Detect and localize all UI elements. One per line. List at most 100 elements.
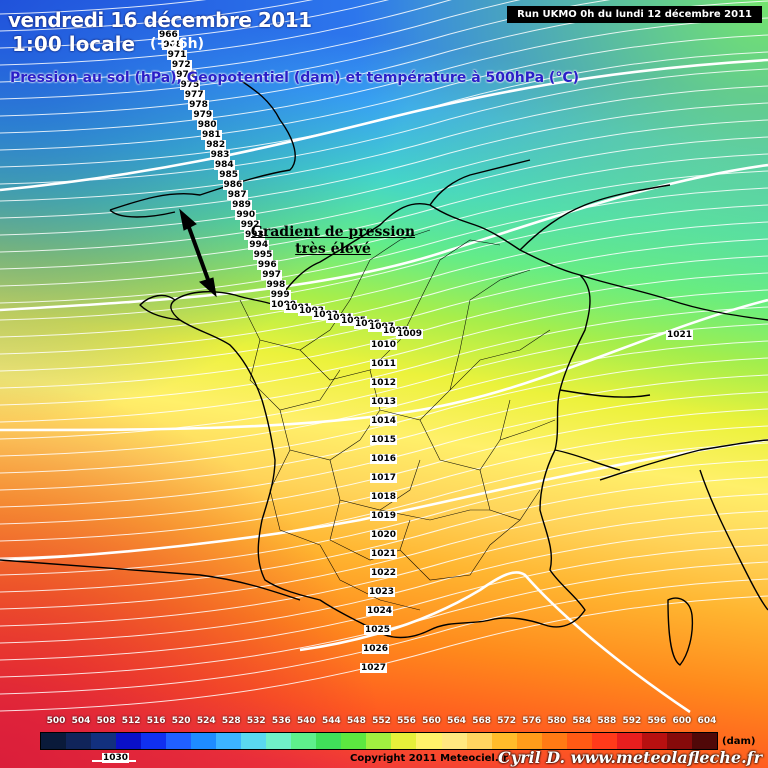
- isobar-label: 1022: [370, 568, 398, 578]
- legend-swatch: [516, 733, 542, 749]
- isobar-label: 1008: [382, 325, 410, 336]
- legend-swatch: [291, 733, 317, 749]
- legend-tick-label: 508: [96, 716, 116, 726]
- legend-tick-label: 528: [221, 716, 241, 726]
- isobar-label: 989: [231, 200, 252, 210]
- legend-swatch: [91, 733, 117, 749]
- title-date: vendredi 16 décembre 2011: [8, 8, 312, 32]
- isobar-label: 1021: [666, 330, 694, 340]
- isobar-label: 974: [175, 70, 196, 80]
- legend-swatch: [316, 733, 342, 749]
- isobar-label: 1027: [360, 663, 388, 673]
- legend-swatch: [691, 733, 717, 749]
- legend-tick-label: 544: [322, 716, 341, 726]
- run-info: Run UKMO 0h du lundi 12 décembre 2011: [507, 6, 762, 23]
- legend-tick-label: 568: [472, 716, 492, 726]
- isobar-label: 978: [188, 100, 209, 110]
- isobar-label: 1011: [370, 359, 398, 369]
- isobar-label: 1009: [396, 328, 424, 339]
- isobar-label: 983: [209, 150, 231, 160]
- isobar-label: 987: [226, 190, 248, 200]
- isobar-label: 1024: [366, 606, 394, 616]
- legend-tick-label: 532: [246, 716, 266, 726]
- legend-tick-label: 596: [647, 716, 667, 726]
- isobar-label: 1026: [362, 644, 390, 654]
- isobar-label: 999: [269, 290, 291, 300]
- map-subtitle: Pression au sol (hPa), Geopotentiel (dam…: [10, 70, 579, 86]
- isobar-label: 1005: [340, 316, 368, 326]
- legend-unit: (dam): [722, 736, 756, 747]
- legend-tick-label: 564: [447, 716, 466, 726]
- annotation-line1: Gradient de pression: [250, 224, 416, 240]
- legend-tick-labels: 500 504 508 512 516 520 524 528 532 536 540 544 548 5…: [47, 716, 732, 728]
- title-lead-time: (+96h): [150, 36, 204, 52]
- legend-tick-label: 560: [422, 716, 441, 726]
- isobar-label: 1017: [370, 473, 398, 483]
- isobar-label: 968: [162, 40, 184, 50]
- isobar-label: 1001: [284, 303, 312, 314]
- isobar-label: 990: [235, 210, 257, 220]
- isobar-label: 1004: [326, 312, 354, 323]
- legend-swatch: [41, 733, 67, 749]
- isobar-label: 1016: [370, 454, 398, 464]
- isobar-label: 1000: [270, 300, 298, 310]
- isobar-label: 995: [252, 250, 274, 260]
- legend-tick-label: 588: [597, 716, 617, 726]
- isobar-label: 1006: [354, 319, 382, 330]
- legend-swatch: [241, 733, 267, 749]
- isobar-label: 1014: [370, 416, 398, 426]
- signature: Cyril D. www.meteolafleche.fr: [498, 748, 762, 767]
- legend-swatch: [341, 733, 367, 749]
- isobar-label: 1021: [370, 549, 398, 559]
- department-borders: [239, 229, 556, 611]
- legend-tick-label: 572: [497, 716, 517, 726]
- isobar-label: 984: [213, 160, 235, 170]
- legend-tick-label: 600: [672, 716, 692, 726]
- thick-contours: [0, 58, 768, 714]
- legend-tick-label: 576: [522, 716, 542, 726]
- legend-swatch: [116, 733, 142, 749]
- isobar-label: 985: [218, 170, 239, 180]
- legend-swatch: [466, 733, 492, 749]
- legend-swatch: [541, 733, 567, 749]
- legend-swatch: [491, 733, 517, 749]
- legend-swatch: [391, 733, 417, 749]
- isobar-label: 982: [205, 140, 227, 150]
- color-legend: [40, 732, 718, 750]
- legend-tick-label: 500: [46, 716, 66, 726]
- isobar-label: 1013: [370, 397, 398, 407]
- isobar-label: 972: [170, 60, 192, 70]
- isobar-label: 1019: [370, 511, 398, 521]
- legend-swatch: [666, 733, 692, 749]
- legend-swatch: [191, 733, 217, 749]
- isobar-label: 1012: [370, 378, 398, 388]
- isobar-label: 993: [244, 230, 265, 240]
- legend-swatch: [66, 733, 92, 749]
- isobar-label: 1002: [298, 306, 326, 317]
- legend-tick-label: 536: [271, 716, 291, 726]
- legend-tick-label: 604: [697, 716, 717, 726]
- legend-swatch: [566, 733, 592, 749]
- legend-tick-label: 556: [397, 716, 416, 726]
- isobar-label: 981: [201, 130, 222, 140]
- geopotential-contours: [0, 0, 768, 712]
- isobar-label: 1010: [370, 340, 398, 350]
- legend-tick-label: 548: [347, 716, 366, 726]
- isobar-label: 1018: [370, 492, 398, 502]
- isobar-key-label: 1030: [102, 753, 130, 763]
- annotation-line2: très élevé: [295, 241, 371, 257]
- isobar-label: 1015: [370, 435, 398, 445]
- gradient-arrow: [179, 208, 217, 298]
- isobar-label: 1020: [370, 530, 398, 540]
- isobar-label: 971: [166, 50, 188, 60]
- isobar-label: 986: [222, 180, 244, 190]
- legend-tick-label: 592: [622, 716, 642, 726]
- legend-tick-label: 540: [296, 716, 316, 726]
- isobar-label: 1003: [312, 309, 340, 320]
- coastlines: [0, 79, 768, 666]
- legend-swatch: [641, 733, 667, 749]
- annotation: Gradient de pression très élevé: [242, 224, 424, 258]
- isobar-label: 966: [158, 30, 179, 40]
- isobar-label: 997: [261, 270, 282, 280]
- legend-tick-label: 520: [171, 716, 191, 726]
